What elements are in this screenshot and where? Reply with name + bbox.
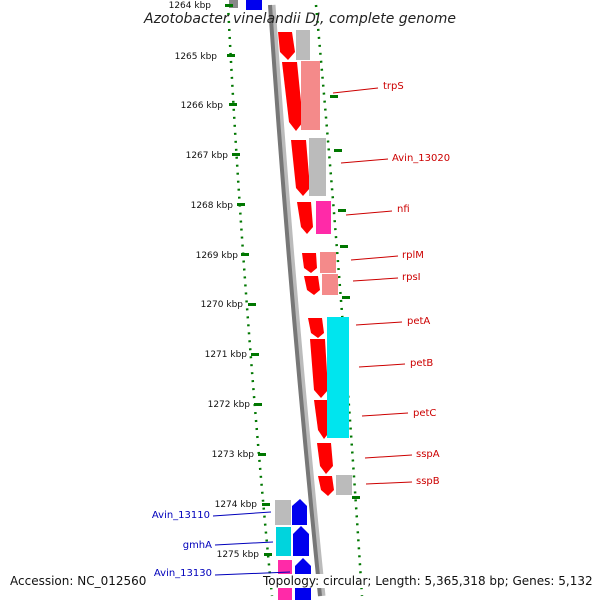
secondary-features (296, 30, 352, 495)
gene-label-avin-13110: Avin_13110 (152, 510, 210, 521)
light-red-feature (301, 61, 320, 130)
tick-label: 1265 kbp (175, 52, 218, 62)
gene-arrow (282, 62, 303, 131)
tracks (226, 4, 364, 597)
gray-feature (309, 138, 326, 196)
blue-gene-arrow (293, 526, 309, 556)
gene-arrow (278, 32, 295, 60)
gene-label-rpsI: rpsI (402, 272, 421, 283)
cyan-feature (327, 317, 349, 438)
gene-label-avin-13020: Avin_13020 (392, 153, 450, 164)
tick-label: 1264 kbp (169, 1, 212, 11)
tick-label: 1271 kbp (205, 350, 248, 360)
gene-arrow (314, 400, 331, 439)
light-red-feature (320, 252, 336, 273)
accession-text: Accession: NC_012560 (10, 574, 147, 588)
backbone (268, 4, 322, 597)
gene-label-nfi: nfi (397, 204, 410, 215)
left-gene-labels: Avin_13110 gmhA Avin_13130 (152, 510, 212, 579)
tick-labels: 1264 kbp 1265 kbp 1266 kbp 1267 kbp 1268… (169, 1, 260, 560)
right-gene-labels: trpS Avin_13020 nfi rplM rpsI petA petB … (383, 81, 450, 487)
gene-arrow (317, 443, 333, 474)
tick-label: 1274 kbp (215, 500, 258, 510)
right-dotted-track (314, 4, 364, 597)
gray-feature (296, 30, 310, 60)
tick-label: 1270 kbp (201, 300, 244, 310)
tick-label: 1272 kbp (208, 400, 251, 410)
right-leaders (332, 87, 413, 485)
cyan-feature (276, 527, 291, 556)
tick-label: 1273 kbp (212, 450, 255, 460)
tick-label: 1268 kbp (191, 201, 234, 211)
blue-gene-arrow (292, 499, 307, 525)
gene-arrow (308, 318, 324, 338)
gene-label-petA: petA (407, 316, 430, 327)
gene-label-gmhA: gmhA (183, 540, 212, 551)
tick-label: 1266 kbp (181, 101, 224, 111)
gray-feature (336, 475, 352, 495)
gene-label-avin-13130: Avin_13130 (154, 568, 212, 579)
genome-summary-text: Topology: circular; Length: 5,365,318 bp… (263, 574, 593, 588)
gene-arrow (302, 253, 317, 273)
map-title: Azotobacter vinelandii DJ, complete geno… (143, 11, 456, 27)
gene-label-sspB: sspB (416, 476, 440, 487)
light-red-feature (322, 274, 338, 295)
gene-label-petB: petB (410, 358, 433, 369)
tick-label: 1275 kbp (217, 550, 260, 560)
gene-label-trpS: trpS (383, 81, 404, 92)
top-features (229, 0, 262, 10)
magenta-feature (316, 201, 331, 234)
blue-feature (246, 0, 262, 10)
gray-feature (229, 0, 238, 8)
gene-arrow (291, 140, 310, 196)
tick-label: 1267 kbp (186, 151, 229, 161)
tick-marks (225, 4, 360, 556)
gene-label-petC: petC (413, 408, 436, 419)
tick-label: 1269 kbp (196, 251, 239, 261)
gene-arrow (318, 476, 334, 496)
gene-arrow (304, 276, 320, 295)
left-leaders (212, 511, 291, 576)
gene-label-sspA: sspA (416, 449, 440, 460)
gene-label-rplM: rplM (402, 250, 424, 261)
gene-arrow (310, 339, 328, 398)
gray-feature (275, 500, 291, 525)
cds-features (278, 32, 334, 496)
gene-arrow (297, 202, 313, 234)
